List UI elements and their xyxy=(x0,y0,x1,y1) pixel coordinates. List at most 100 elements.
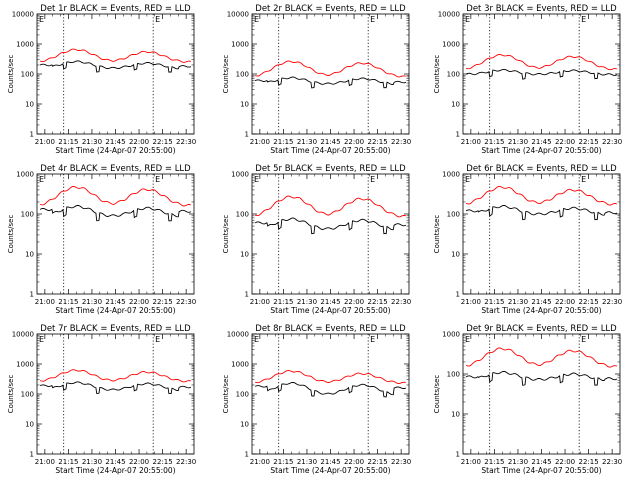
x-tick-label: 22:15 xyxy=(579,458,599,466)
x-tick-label: 21:45 xyxy=(531,458,551,466)
y-tick-label: 100 xyxy=(447,71,460,79)
events-series-line xyxy=(39,60,192,73)
y-tick-label: 100 xyxy=(21,71,34,79)
chart-panel-4: Det 4r BLACK = Events, RED = LLD 1 10 100 10… xyxy=(7,164,196,315)
x-tick-label: 21:15 xyxy=(58,298,78,306)
plot-frame xyxy=(36,333,195,455)
y-tick-label: 1 xyxy=(456,291,460,299)
x-axis-label: Start Time (24-Apr-07 20:55:00) xyxy=(270,146,390,155)
y-tick-label: 10 xyxy=(451,251,460,259)
lld-series-line xyxy=(254,195,407,218)
x-tick-label: 21:30 xyxy=(297,138,317,146)
x-tick-label: 21:00 xyxy=(35,138,55,146)
x-tick-label: 22:30 xyxy=(602,458,622,466)
x-tick-label: 21:45 xyxy=(531,138,551,146)
x-tick-label: 21:45 xyxy=(105,138,125,146)
y-tick-label: 10000 xyxy=(438,11,460,19)
x-tick-label: 21:15 xyxy=(58,138,78,146)
y-tick-label: 1000 xyxy=(16,41,34,49)
y-tick-label: 1000 xyxy=(231,171,249,179)
x-axis-label: Start Time (24-Apr-07 20:55:00) xyxy=(270,466,390,475)
annotation-label: E xyxy=(254,175,259,184)
y-axis-label: Counts/sec xyxy=(7,55,15,94)
x-tick-label: 22:00 xyxy=(555,298,575,306)
chart-panel-2: Det 2r BLACK = Events, RED = LLD 1 10 100 10… xyxy=(222,4,411,155)
y-tick-label: 1000 xyxy=(16,171,34,179)
x-tick-label: 22:30 xyxy=(391,138,411,146)
x-tick-label: 22:15 xyxy=(579,298,599,306)
x-tick-label: 21:15 xyxy=(484,138,504,146)
plot-frame xyxy=(36,13,195,135)
x-tick-label: 22:30 xyxy=(176,458,196,466)
x-tick-label: 21:30 xyxy=(82,138,102,146)
y-tick-label: 100 xyxy=(21,211,34,219)
y-axis-label: Counts/sec xyxy=(433,215,441,254)
events-series-line xyxy=(39,381,192,395)
annotation-label: E xyxy=(254,15,259,24)
x-tick-label: 22:15 xyxy=(579,138,599,146)
x-tick-label: 21:45 xyxy=(320,138,340,146)
chart-title: Det 2r BLACK = Events, RED = LLD xyxy=(255,4,406,14)
events-series-line xyxy=(254,76,407,89)
y-axis-label: Counts/sec xyxy=(222,375,230,414)
x-tick-label: 21:15 xyxy=(58,458,78,466)
y-tick-label: 1 xyxy=(245,131,249,139)
events-series-line xyxy=(465,204,618,221)
x-tick-label: 22:30 xyxy=(602,298,622,306)
annotation-label: E xyxy=(370,175,375,184)
y-tick-label: 100 xyxy=(236,391,249,399)
chart-panel-9: Det 9r BLACK = Events, RED = LLD 1 10 100 10… xyxy=(433,324,622,475)
y-tick-label: 1000 xyxy=(442,171,460,179)
y-tick-label: 10000 xyxy=(227,11,249,19)
y-tick-label: 10 xyxy=(240,101,249,109)
annotation-label: E xyxy=(581,175,586,184)
x-tick-label: 21:15 xyxy=(273,138,293,146)
annotation-label: E xyxy=(39,335,44,344)
x-tick-label: 21:00 xyxy=(250,298,270,306)
x-tick-label: 21:15 xyxy=(484,458,504,466)
y-tick-label: 1 xyxy=(456,131,460,139)
lld-series-line xyxy=(465,347,618,368)
chart-title: Det 9r BLACK = Events, RED = LLD xyxy=(466,324,617,334)
x-tick-label: 22:15 xyxy=(153,138,173,146)
x-tick-label: 21:45 xyxy=(105,298,125,306)
x-tick-label: 21:00 xyxy=(35,458,55,466)
y-tick-label: 10 xyxy=(240,251,249,259)
lld-series-line xyxy=(465,54,618,71)
y-tick-label: 1000 xyxy=(16,361,34,369)
y-tick-label: 10 xyxy=(25,421,34,429)
x-tick-label: 22:00 xyxy=(555,458,575,466)
x-tick-label: 21:00 xyxy=(250,138,270,146)
y-tick-label: 1000 xyxy=(231,41,249,49)
events-series-line xyxy=(39,204,192,222)
x-axis-label: Start Time (24-Apr-07 20:55:00) xyxy=(55,466,175,475)
y-axis-label: Counts/sec xyxy=(433,375,441,414)
events-series-line xyxy=(465,68,618,80)
x-tick-label: 21:45 xyxy=(320,458,340,466)
x-tick-label: 22:15 xyxy=(368,458,388,466)
annotation-label: E xyxy=(370,15,375,24)
x-tick-label: 21:15 xyxy=(484,298,504,306)
x-tick-label: 21:45 xyxy=(320,298,340,306)
y-tick-label: 1000 xyxy=(231,361,249,369)
annotation-label: E xyxy=(155,15,160,24)
annotation-label: E xyxy=(155,175,160,184)
x-tick-label: 21:00 xyxy=(461,458,481,466)
y-tick-label: 1000 xyxy=(442,41,460,49)
annotation-label: E xyxy=(581,15,586,24)
chart-panel-8: Det 8r BLACK = Events, RED = LLD 1 10 100 10… xyxy=(222,324,411,475)
annotation-label: E xyxy=(465,175,470,184)
y-axis-label: Counts/sec xyxy=(433,55,441,94)
y-tick-label: 10000 xyxy=(12,331,34,339)
chart-title: Det 3r BLACK = Events, RED = LLD xyxy=(466,4,617,14)
y-tick-label: 1 xyxy=(456,451,460,459)
x-tick-label: 21:00 xyxy=(461,138,481,146)
lld-series-line xyxy=(39,48,192,63)
y-tick-label: 1 xyxy=(245,451,249,459)
events-series-line xyxy=(254,217,407,235)
chart-title: Det 6r BLACK = Events, RED = LLD xyxy=(466,164,617,174)
y-tick-label: 100 xyxy=(447,371,460,379)
x-axis-label: Start Time (24-Apr-07 20:55:00) xyxy=(481,306,601,315)
y-tick-label: 1 xyxy=(30,131,34,139)
chart-title: Det 5r BLACK = Events, RED = LLD xyxy=(255,164,406,174)
